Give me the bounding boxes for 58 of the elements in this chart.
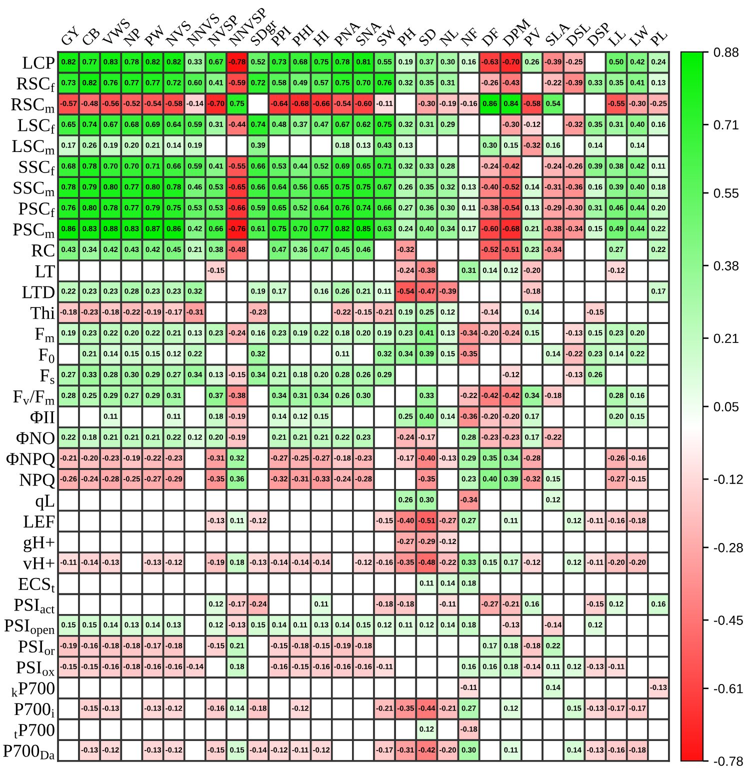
color-bar-label: 0.88 — [714, 48, 738, 57]
y-tick-label: LCP — [22, 56, 54, 69]
y-tick-label: ECS$_{t}$ — [18, 578, 55, 592]
x-tick-label: CB — [80, 26, 101, 47]
color-bar-label: -0.45 — [714, 616, 743, 625]
x-tick-label: PW — [144, 24, 166, 47]
y-tick-label: vH+ — [22, 557, 54, 570]
y-tick-label: SSC$_{f}$ — [19, 160, 55, 176]
y-tick-label: ΦNPQ — [6, 452, 55, 468]
y-tick-label: PSI$_{act}$ — [14, 598, 55, 614]
color-bar-label: 0.71 — [714, 120, 738, 130]
y-tick-label: gH+ — [24, 536, 54, 552]
y-tick-label: PSI$_{ox}$ — [16, 661, 55, 676]
y-tick-label: F$_{m}$ — [35, 328, 54, 342]
y-tick-label: $_{t}$P700 — [14, 724, 54, 739]
y-tick-label: RC — [32, 244, 54, 257]
color-bar-label: -0.28 — [714, 543, 743, 552]
x-tick-label: LL — [608, 28, 626, 47]
y-tick-label: F$_{s}$ — [40, 370, 54, 384]
y-tick-label: P700$_{i}$ — [14, 703, 54, 718]
y-tick-label: P700$_{Da}$ — [3, 744, 54, 760]
y-tick-label: F$_{v}$/F$_{m}$ — [13, 390, 55, 405]
color-bar-label: 0.55 — [714, 188, 739, 198]
y-tick-label: $_{k}$P700 — [12, 682, 54, 697]
y-tick-label: LTD — [22, 286, 54, 298]
x-tick-label: PL — [650, 28, 668, 47]
y-tick-label: F$_{0}$ — [38, 348, 54, 364]
x-tick-label: DF — [481, 27, 501, 47]
y-tick-label: LSC$_{m}$ — [12, 140, 55, 154]
color-bar-label: -0.61 — [714, 684, 743, 694]
x-tick-label: HI — [312, 30, 330, 47]
y-tick-label: RSC$_{m}$ — [11, 98, 55, 113]
color-bar-label: -0.12 — [714, 474, 743, 484]
y-tick-label: qL — [36, 494, 54, 510]
x-tick-label: NL — [439, 27, 459, 47]
y-tick-label: RSC$_{f}$ — [16, 77, 55, 92]
color-bar-label: 0.21 — [714, 334, 738, 344]
color-bar-label: 0.38 — [714, 261, 738, 270]
y-tick-label: PSI$_{or}$ — [18, 640, 55, 656]
x-tick-label: SD — [418, 27, 438, 46]
y-tick-label: PSI$_{open}$ — [4, 619, 55, 637]
y-tick-label: PSC$_{f}$ — [18, 202, 55, 217]
y-tick-label: LT — [35, 265, 55, 278]
color-bar-label: -0.78 — [714, 756, 743, 766]
y-tick-label: NPQ — [20, 474, 55, 489]
y-tick-label: ΦNO — [16, 432, 54, 444]
x-tick-label: NF — [460, 27, 480, 47]
y-tick-label: Thi — [30, 306, 55, 319]
color-bar-label: 0.05 — [714, 402, 739, 412]
y-tick-label: LSC$_{f}$ — [18, 119, 55, 134]
x-tick-label: GY — [60, 26, 82, 47]
x-tick-label: PHI — [292, 24, 314, 47]
x-tick-label: LW — [628, 25, 651, 47]
y-tick-label: LEF — [24, 516, 55, 528]
y-tick-label: SSC$_{m}$ — [14, 182, 54, 196]
x-tick-label: PH — [396, 27, 416, 47]
y-tick-label: ΦII — [30, 411, 55, 424]
y-tick-label: PSC$_{m}$ — [13, 223, 54, 238]
